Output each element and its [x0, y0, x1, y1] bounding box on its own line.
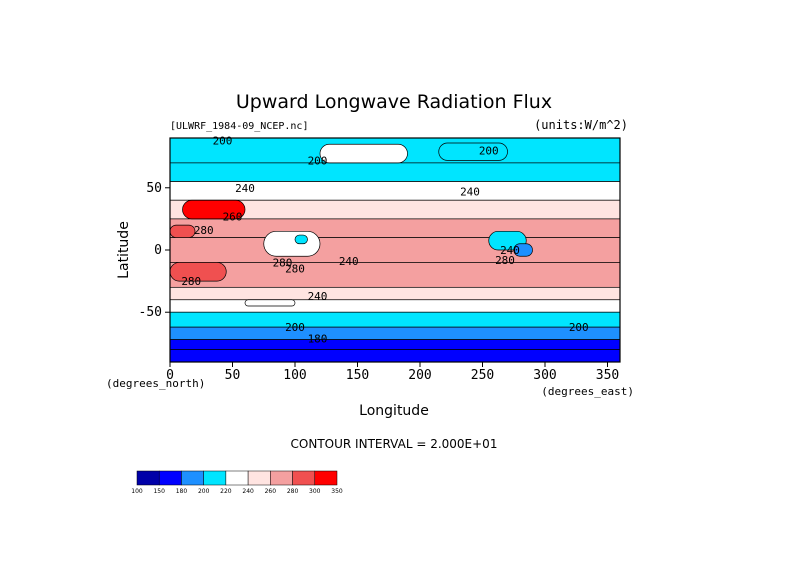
flux-band-9	[169, 311, 621, 328]
contour-label-11: 280	[495, 254, 515, 267]
colorbar-level-5: 240	[242, 488, 254, 495]
colorbar-level-0: 100	[131, 488, 143, 495]
contour-label-6: 280	[194, 224, 214, 237]
colorbar-level-1: 150	[153, 488, 165, 495]
colorbar-swatch-1	[158, 470, 182, 486]
colorbar-level-8: 300	[309, 488, 321, 495]
flux-band-10	[169, 326, 621, 340]
contour-label-1: 200	[308, 154, 328, 167]
colorbar-level-2: 180	[176, 488, 188, 495]
y-unit-label: (degrees_north)	[106, 377, 205, 390]
source-file-label: [ULWRF_1984-09_NCEP.nc]	[170, 121, 308, 132]
contour-label-2: 200	[479, 144, 499, 157]
flux-band-8	[169, 299, 621, 313]
colorbar-swatch-8	[314, 470, 338, 486]
x-axis-title: Longitude	[359, 403, 429, 419]
colorbar-swatch-6	[270, 470, 293, 486]
contour-label-9: 240	[339, 255, 359, 268]
y-tick-label-0: -50	[139, 305, 162, 320]
x-tick-label-3: 150	[346, 368, 369, 383]
chart-title: Upward Longwave Radiation Flux	[236, 91, 552, 113]
y-tick-label-2: 50	[146, 181, 162, 196]
x-tick-label-5: 250	[471, 368, 494, 383]
contour-label-7: 280	[273, 256, 293, 269]
contour-label-8: 280	[285, 263, 305, 276]
axes: 0 50 100 150 200 250 300 350 -50 0 50	[139, 181, 620, 383]
flux-band-6	[169, 262, 621, 288]
plot-area	[169, 137, 621, 363]
colorbar-swatch-3	[203, 470, 227, 486]
flux-band-11	[169, 339, 621, 350]
y-axis-title: Latitude	[116, 221, 132, 279]
x-tick-label-4: 200	[408, 368, 431, 383]
contour-label-10: 240	[500, 244, 520, 257]
flux-patch-6	[513, 243, 533, 257]
flux-patch-1	[169, 224, 196, 238]
colorbar-level-4: 220	[220, 488, 232, 495]
flux-band-5	[169, 237, 621, 263]
colorbar-swatch-0	[136, 470, 160, 486]
contour-label-3: 240	[235, 182, 255, 195]
contour-interval-label: CONTOUR INTERVAL = 2.000E+01	[291, 437, 498, 451]
x-unit-label: (degrees_east)	[541, 385, 634, 398]
colorbar-swatch-2	[181, 470, 204, 486]
x-tick-label-7: 350	[596, 368, 619, 383]
colorbar: 100 150 180 200 220 240 260 280 300 350	[131, 470, 343, 495]
flux-patch-0	[182, 199, 246, 220]
contour-label-4: 240	[460, 186, 480, 199]
colorbar-level-9: 350	[331, 488, 343, 495]
x-tick-label-6: 300	[533, 368, 556, 383]
flux-patch-8	[438, 142, 508, 161]
colorbar-level-7: 280	[287, 488, 299, 495]
colorbar-level-3: 200	[198, 488, 210, 495]
flux-patch-4	[294, 234, 308, 245]
contour-label-12: 280	[181, 275, 201, 288]
x-tick-label-1: 50	[225, 368, 241, 383]
flux-band-1	[169, 162, 621, 182]
colorbar-swatch-4	[225, 470, 249, 486]
colorbar-swatch-7	[292, 470, 316, 486]
contour-label-5: 260	[223, 210, 243, 223]
flux-patch-3	[263, 230, 321, 257]
y-tick-label-1: 0	[154, 243, 162, 258]
x-tick-label-0: 0	[166, 368, 174, 383]
contour-label-0: 200	[213, 134, 233, 147]
flux-band-7	[169, 286, 621, 301]
units-label: (units:W/m^2)	[534, 118, 628, 132]
colorbar-level-6: 260	[265, 488, 277, 495]
flux-patch-9	[244, 299, 296, 307]
flux-band-12	[169, 349, 621, 363]
contour-label-16: 200	[569, 321, 589, 334]
contour-label-13: 240	[308, 290, 328, 303]
flux-patch-7	[319, 143, 408, 164]
contour-label-15: 180	[308, 332, 328, 345]
x-tick-label-2: 100	[283, 368, 306, 383]
colorbar-swatch-5	[247, 470, 271, 486]
contour-label-14: 200	[285, 321, 305, 334]
